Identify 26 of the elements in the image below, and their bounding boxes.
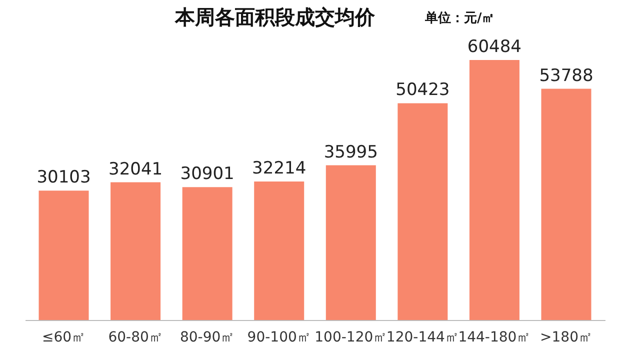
data-label: 60484	[467, 37, 522, 57]
data-label: 30103	[36, 168, 91, 188]
bar	[326, 165, 376, 320]
text: 单位：元/㎡	[424, 10, 495, 26]
data-label: 30901	[180, 164, 234, 184]
bar	[110, 182, 161, 320]
bar	[469, 60, 520, 320]
bar	[398, 103, 448, 320]
data-label: 32214	[252, 158, 306, 179]
x-tick-label: 60-80㎡	[108, 330, 163, 346]
bar	[254, 182, 304, 320]
x-tick-label: 100-120㎡	[314, 330, 388, 346]
bar	[541, 88, 592, 320]
bar	[38, 190, 89, 320]
data-label: 50423	[396, 80, 450, 100]
bar	[182, 187, 232, 320]
x-tick-label: 120-144㎡	[386, 330, 459, 346]
data-label: 53788	[539, 66, 594, 86]
x-tick-label: 144-180㎡	[458, 330, 531, 346]
x-tick-label: >180㎡	[540, 330, 592, 346]
x-tick-label: 90-100㎡	[247, 330, 311, 346]
data-label: 35995	[324, 142, 378, 162]
chart-title: 本周各面积段成交均价	[174, 5, 376, 29]
x-tick-label: 80-90㎡	[180, 330, 235, 346]
data-label: 32041	[108, 159, 163, 180]
x-tick-label: ≤60㎡	[42, 330, 86, 346]
